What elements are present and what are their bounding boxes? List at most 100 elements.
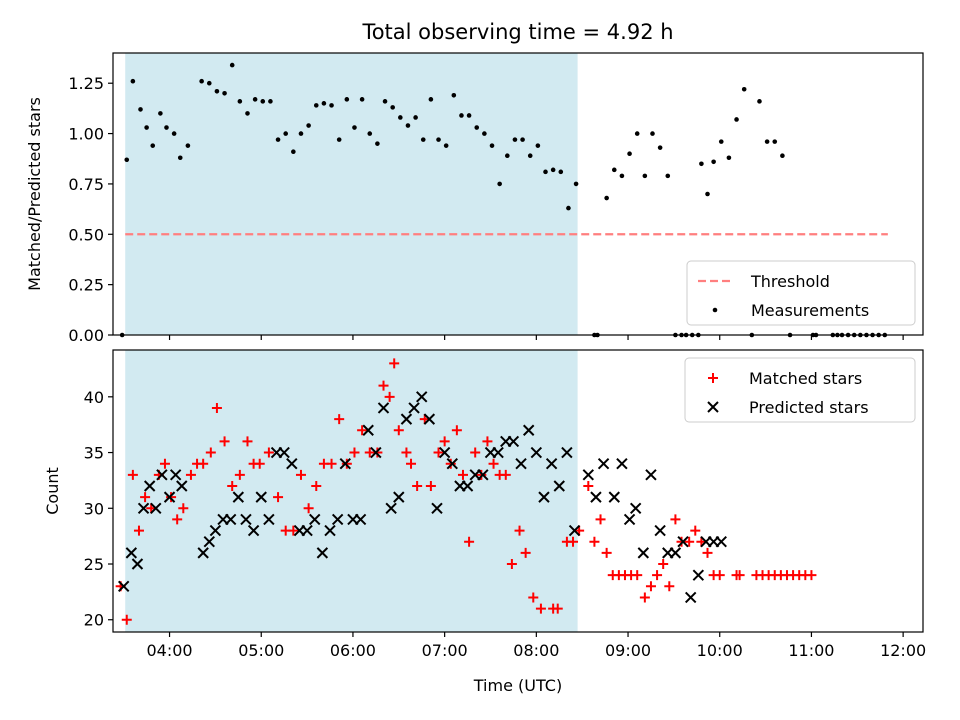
- matched-point: [412, 480, 423, 491]
- measurement-point: [497, 181, 502, 187]
- measurement-point: [413, 115, 418, 120]
- matched-point: [185, 469, 196, 480]
- measurement-point: [718, 139, 724, 144]
- y-tick-label: 35: [84, 444, 104, 463]
- measurement-point: [726, 155, 732, 161]
- predicted-point: [385, 502, 397, 514]
- measurement-point: [705, 191, 710, 197]
- measurement-point: [520, 137, 525, 142]
- measurement-point: [734, 117, 739, 122]
- y-tick-label: 40: [84, 388, 104, 407]
- legend: Threshold Measurements: [686, 260, 916, 326]
- matched-point: [433, 447, 444, 458]
- matched-point: [470, 447, 481, 458]
- measurement-point: [550, 167, 556, 173]
- y-tick-label: 20: [84, 611, 104, 630]
- matched-point: [372, 447, 383, 458]
- matched-point: [482, 436, 493, 447]
- matched-point: [127, 469, 138, 480]
- predicted-point: [438, 446, 451, 459]
- predicted-point: [255, 491, 267, 503]
- measurement-point: [535, 143, 541, 148]
- measurement-point: [699, 161, 704, 167]
- predicted-point: [408, 402, 420, 414]
- predicted-point: [629, 502, 642, 514]
- legend-box: [684, 357, 916, 423]
- predicted-point: [331, 513, 344, 526]
- measurement-point: [489, 143, 495, 148]
- measurement-point: [321, 101, 327, 106]
- ratio-panel: 0.00 0.25 0.50 0.75 1.00 1.25 Threshold Measure…: [68, 52, 924, 345]
- measurement-point: [466, 113, 472, 118]
- predicted-point: [393, 491, 405, 503]
- matched-point: [341, 458, 352, 469]
- measurement-point: [527, 153, 533, 159]
- predicted-point: [150, 502, 162, 514]
- y-tick-label: 1.25: [68, 74, 104, 93]
- predicted-point: [309, 513, 321, 526]
- predicted-point: [125, 547, 138, 559]
- predicted-point: [530, 446, 543, 459]
- matched-point: [457, 469, 468, 480]
- measurement-point: [657, 145, 663, 150]
- matched-point: [326, 458, 337, 469]
- measurement-point: [252, 97, 258, 102]
- measurement-point: [124, 157, 130, 163]
- matched-point: [520, 547, 531, 558]
- matched-point: [227, 480, 238, 491]
- measurement-point: [474, 125, 480, 130]
- measurement-point: [665, 173, 671, 179]
- predicted-point: [324, 524, 336, 537]
- matched-point: [506, 559, 517, 570]
- measurement-point: [158, 111, 163, 116]
- predicted-point: [232, 491, 245, 503]
- legend-predicted-swatch: [707, 401, 719, 413]
- predicted-point: [522, 424, 535, 436]
- matched-point: [734, 570, 745, 581]
- matched-point: [406, 458, 417, 469]
- matched-point: [535, 603, 546, 614]
- predicted-point: [143, 480, 156, 492]
- measurement-point: [336, 137, 342, 142]
- measurement-point: [405, 123, 411, 128]
- matched-point: [393, 425, 404, 436]
- predicted-point: [224, 513, 237, 526]
- matched-point: [439, 436, 450, 447]
- predicted-point: [553, 480, 565, 492]
- predicted-point: [637, 547, 650, 559]
- measurement-point: [772, 139, 778, 144]
- matched-point: [166, 492, 177, 503]
- measurement-point: [436, 137, 441, 142]
- predicted-point: [677, 536, 689, 548]
- measurement-point: [222, 90, 227, 96]
- predicted-point: [545, 457, 558, 470]
- predicted-point: [446, 457, 458, 470]
- matched-point: [652, 570, 663, 581]
- matched-point: [334, 414, 345, 425]
- measurement-point: [642, 173, 648, 179]
- predicted-point: [568, 524, 581, 537]
- measurement-point: [711, 159, 716, 165]
- legend-label: Matched stars: [749, 369, 862, 388]
- matched-point: [234, 469, 245, 480]
- measurement-point: [283, 131, 288, 136]
- matched-point: [172, 514, 183, 525]
- matched-point: [219, 436, 230, 447]
- measurement-point: [573, 181, 579, 187]
- matched-point: [670, 514, 681, 525]
- predicted-point: [692, 569, 705, 581]
- matched-point: [357, 425, 368, 436]
- matched-point: [254, 458, 265, 469]
- measurement-point: [420, 137, 426, 142]
- measurement-point: [185, 143, 191, 148]
- predicted-point: [645, 469, 657, 481]
- predicted-point: [461, 480, 474, 492]
- matched-point: [263, 447, 274, 458]
- legend: Matched stars Predicted stars: [684, 357, 916, 423]
- matched-point: [595, 514, 606, 525]
- predicted-point: [117, 580, 130, 593]
- measurement-point: [359, 97, 365, 102]
- matched-point: [140, 492, 151, 503]
- y-tick-label: 25: [84, 555, 104, 574]
- measurement-point: [177, 155, 183, 161]
